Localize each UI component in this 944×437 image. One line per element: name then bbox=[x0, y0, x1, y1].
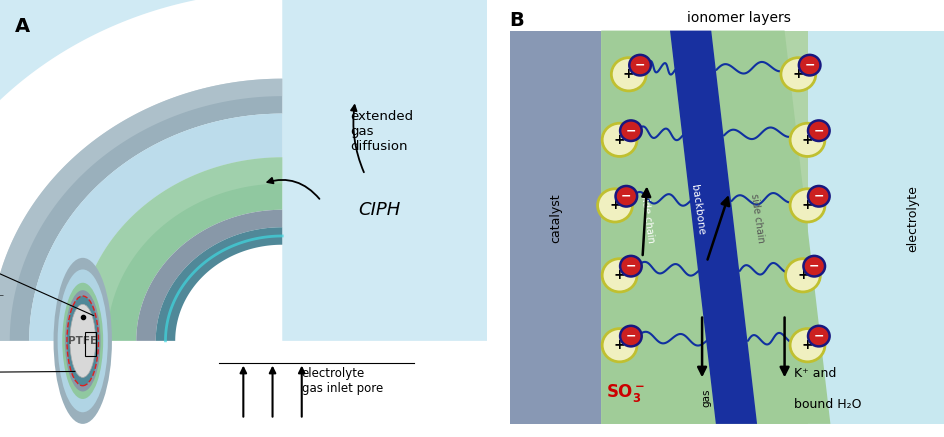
Circle shape bbox=[802, 256, 824, 277]
Text: side chain: side chain bbox=[638, 193, 655, 244]
Circle shape bbox=[798, 55, 819, 76]
Text: −: − bbox=[634, 59, 645, 72]
Ellipse shape bbox=[65, 290, 100, 392]
Text: −: − bbox=[803, 59, 814, 72]
Text: e⁻: e⁻ bbox=[0, 291, 5, 305]
Text: +: + bbox=[609, 198, 620, 212]
Text: extended
gas
diffusion: extended gas diffusion bbox=[350, 110, 413, 153]
Text: side chain: side chain bbox=[748, 193, 765, 244]
Polygon shape bbox=[669, 31, 756, 424]
Text: −: − bbox=[813, 329, 823, 343]
Circle shape bbox=[807, 326, 829, 347]
Text: −: − bbox=[813, 190, 823, 203]
Text: +: + bbox=[801, 338, 813, 352]
Text: gas: gas bbox=[701, 389, 711, 407]
Text: electrolyte
gas inlet pore: electrolyte gas inlet pore bbox=[301, 367, 382, 395]
Text: +: + bbox=[613, 133, 625, 147]
Text: −: − bbox=[620, 190, 631, 203]
Text: ionomer layers: ionomer layers bbox=[686, 11, 790, 25]
Circle shape bbox=[789, 329, 824, 362]
Bar bbox=[751, 31, 944, 424]
Ellipse shape bbox=[54, 258, 111, 424]
Circle shape bbox=[619, 121, 641, 141]
Polygon shape bbox=[711, 31, 830, 424]
Circle shape bbox=[807, 186, 829, 207]
Polygon shape bbox=[29, 114, 282, 341]
Circle shape bbox=[789, 123, 824, 156]
Text: −: − bbox=[808, 260, 818, 273]
Polygon shape bbox=[29, 114, 282, 341]
Ellipse shape bbox=[58, 270, 108, 412]
Text: CIPH: CIPH bbox=[358, 201, 400, 219]
Text: K⁺ and: K⁺ and bbox=[793, 367, 835, 380]
Text: electrolyte: electrolyte bbox=[905, 185, 919, 252]
Circle shape bbox=[601, 123, 636, 156]
Circle shape bbox=[619, 326, 641, 347]
Polygon shape bbox=[600, 31, 716, 424]
Polygon shape bbox=[77, 157, 282, 341]
Polygon shape bbox=[136, 210, 282, 341]
Circle shape bbox=[789, 189, 824, 222]
Polygon shape bbox=[0, 79, 282, 341]
Polygon shape bbox=[0, 0, 671, 341]
Text: +: + bbox=[796, 268, 808, 282]
Text: +: + bbox=[801, 133, 813, 147]
Text: −: − bbox=[625, 260, 635, 273]
Ellipse shape bbox=[67, 296, 98, 386]
Text: +: + bbox=[622, 67, 634, 81]
Text: $\mathregular{SO_3^-}$: $\mathregular{SO_3^-}$ bbox=[605, 382, 644, 404]
Polygon shape bbox=[0, 79, 282, 341]
Circle shape bbox=[784, 259, 819, 292]
Polygon shape bbox=[156, 227, 282, 341]
Circle shape bbox=[611, 58, 646, 91]
Text: bound H₂O: bound H₂O bbox=[793, 398, 860, 411]
Circle shape bbox=[601, 259, 636, 292]
Text: catalyst: catalyst bbox=[0, 366, 75, 379]
Text: B: B bbox=[509, 11, 524, 30]
Circle shape bbox=[629, 55, 650, 76]
Text: ionomer: ionomer bbox=[0, 252, 93, 316]
Text: catalyst: catalyst bbox=[548, 194, 562, 243]
Text: −: − bbox=[625, 329, 635, 343]
Text: +: + bbox=[801, 198, 813, 212]
Ellipse shape bbox=[70, 304, 95, 378]
Ellipse shape bbox=[62, 283, 103, 399]
Circle shape bbox=[601, 329, 636, 362]
Bar bbox=[600, 31, 806, 424]
Circle shape bbox=[807, 121, 829, 141]
Text: backbone: backbone bbox=[688, 184, 705, 236]
Bar bbox=[509, 31, 600, 424]
Text: −: − bbox=[625, 124, 635, 137]
Circle shape bbox=[780, 58, 815, 91]
Polygon shape bbox=[77, 157, 282, 341]
Circle shape bbox=[619, 256, 641, 277]
Text: A: A bbox=[14, 17, 29, 36]
Text: +: + bbox=[613, 268, 625, 282]
Text: +: + bbox=[613, 338, 625, 352]
Bar bbox=[85, 332, 95, 356]
Circle shape bbox=[615, 186, 636, 207]
Text: PTFE: PTFE bbox=[68, 336, 97, 346]
Text: −: − bbox=[813, 124, 823, 137]
Circle shape bbox=[597, 189, 632, 222]
Text: +: + bbox=[792, 67, 803, 81]
